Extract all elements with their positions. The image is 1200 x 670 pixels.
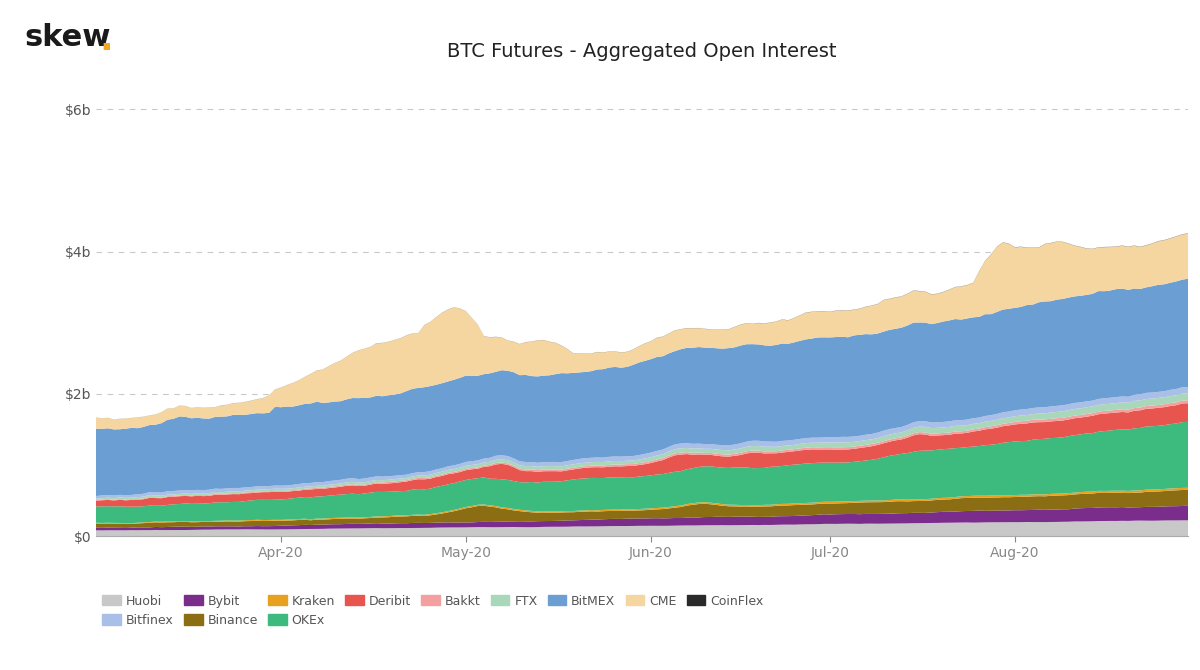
Title: BTC Futures - Aggregated Open Interest: BTC Futures - Aggregated Open Interest: [448, 42, 836, 61]
Legend: Huobi, Bitfinex, Bybit, Binance, Kraken, OKEx, Deribit, Bakkt, FTX, BitMEX, CME,: Huobi, Bitfinex, Bybit, Binance, Kraken,…: [102, 594, 763, 627]
Text: .: .: [100, 23, 113, 58]
Text: skew: skew: [24, 23, 110, 52]
